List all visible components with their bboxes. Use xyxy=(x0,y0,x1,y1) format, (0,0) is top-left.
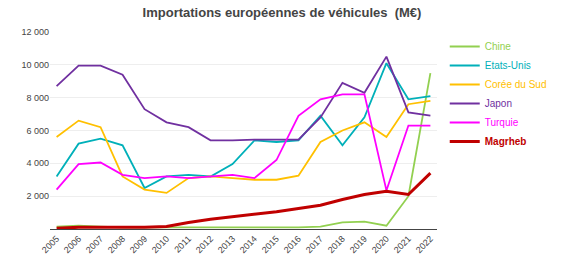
svg-text:6 000: 6 000 xyxy=(26,126,49,136)
svg-text:4 000: 4 000 xyxy=(26,158,49,168)
svg-text:2 000: 2 000 xyxy=(26,191,49,201)
svg-text:2006: 2006 xyxy=(62,234,83,255)
svg-text:2017: 2017 xyxy=(304,234,325,255)
svg-text:10 000: 10 000 xyxy=(21,60,49,70)
svg-text:2019: 2019 xyxy=(348,234,369,255)
svg-text:2020: 2020 xyxy=(370,234,391,255)
svg-text:2011: 2011 xyxy=(172,234,193,255)
svg-text:2016: 2016 xyxy=(282,234,303,255)
svg-text:12 000: 12 000 xyxy=(21,27,49,37)
svg-text:Magrheb: Magrheb xyxy=(485,136,527,147)
svg-text:2008: 2008 xyxy=(106,234,127,255)
svg-text:Corée du Sud: Corée du Sud xyxy=(485,79,547,90)
svg-text:Japon: Japon xyxy=(485,98,512,109)
svg-text:Turquie: Turquie xyxy=(485,117,519,128)
svg-text:2012: 2012 xyxy=(194,234,215,255)
svg-text:2005: 2005 xyxy=(40,234,61,255)
svg-text:2015: 2015 xyxy=(260,234,281,255)
svg-text:8 000: 8 000 xyxy=(26,93,49,103)
svg-text:2021: 2021 xyxy=(392,234,413,255)
svg-text:2013: 2013 xyxy=(216,234,237,255)
svg-text:2022: 2022 xyxy=(414,234,435,255)
svg-text:2010: 2010 xyxy=(150,234,171,255)
svg-text:Etats-Unis: Etats-Unis xyxy=(485,60,531,71)
svg-text:Chine: Chine xyxy=(485,41,512,52)
svg-text:2018: 2018 xyxy=(326,234,347,255)
svg-text:2007: 2007 xyxy=(84,234,105,255)
svg-text:2009: 2009 xyxy=(128,234,149,255)
svg-text:Importations européennes de vé: Importations européennes de véhicules (M… xyxy=(143,5,422,20)
svg-text:2014: 2014 xyxy=(238,234,259,255)
